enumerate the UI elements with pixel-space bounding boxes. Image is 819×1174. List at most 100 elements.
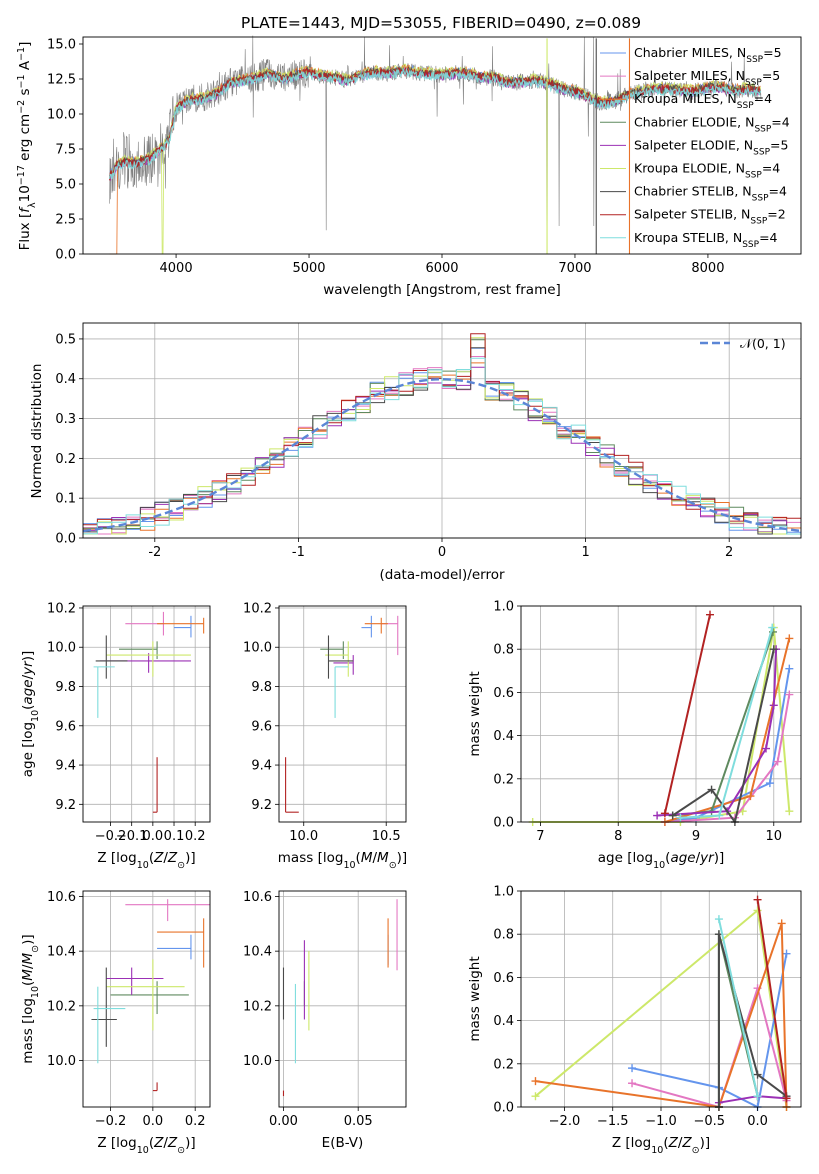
x-tick-label: −0.2 — [95, 1114, 127, 1129]
label-part: log — [20, 722, 36, 743]
weight-line-salp_stelib — [663, 614, 711, 814]
y-tick-label: 1.0 — [493, 885, 514, 900]
label-part: M — [20, 969, 36, 981]
x-tick-label: −0.2 — [95, 829, 127, 844]
legend-label-salp_miles: Salpeter MILES, NSSP=5 — [634, 68, 780, 88]
x-tick-label: 2 — [725, 545, 733, 560]
label-part: ( — [663, 1135, 668, 1151]
x-axis-label: Z [log10(Z/Z⊙)] — [612, 1135, 710, 1156]
label-part: Z — [668, 1135, 679, 1151]
legend-text: Salpeter MILES, N — [634, 68, 745, 83]
label-part: / — [678, 1135, 683, 1151]
y-tick-label: 2.5 — [55, 213, 76, 228]
label-part: ( — [20, 981, 36, 986]
label-part: / — [20, 674, 36, 679]
x-tick-label: 6000 — [425, 261, 458, 276]
x-tick-label: −1.5 — [597, 1114, 629, 1129]
y-tick-label: 0.8 — [493, 928, 514, 943]
y-tick-label: 0.0 — [55, 248, 76, 263]
label-part: 10 — [653, 860, 665, 871]
x-tick-label: 8 — [614, 829, 622, 844]
histogram-krou_stelib — [83, 357, 801, 535]
weight-marker-chab_stelib — [707, 785, 716, 794]
errorbar-point-krou_elodie — [106, 959, 185, 1031]
y-tick-label: 7.5 — [55, 143, 76, 158]
errorbar-point-chab_stelib — [91, 967, 117, 1047]
label-part: )] — [185, 1135, 196, 1151]
label-part: ⊙ — [177, 1145, 185, 1156]
axes-frame — [82, 890, 211, 1108]
x-tick-label: 0 — [438, 545, 446, 560]
y-tick-label: 0.0 — [493, 816, 514, 831]
label-part: / — [696, 850, 701, 866]
errorbar-point-chab_stelib — [327, 635, 354, 679]
errorbar-point-chab_elodie — [320, 641, 344, 660]
x-tick-label: −0.5 — [693, 1114, 725, 1129]
errorbar-point-chab_miles — [157, 934, 192, 960]
y-tick-label: 12.5 — [47, 73, 76, 88]
x-axis-label: wavelength [Angstrom, rest frame] — [323, 282, 561, 298]
legend-sub: SSP — [745, 78, 762, 88]
y-tick-label: 0.4 — [55, 372, 76, 387]
x-axis-label: age [log10(age/yr)] — [598, 850, 725, 871]
y-axis-label: age [log10(age/yr)] — [20, 651, 41, 778]
legend-tail: =5 — [770, 137, 788, 152]
y-tick-label: 10.4 — [47, 945, 76, 960]
legend-sub: SSP — [742, 240, 759, 250]
legend-tail: =4 — [762, 161, 780, 176]
y-tick-label: 9.4 — [55, 759, 76, 774]
errorbar-point-salp_stelib — [285, 757, 299, 813]
label-part: λ — [27, 202, 38, 208]
legend-text: Kroupa ELODIE, N — [634, 161, 745, 176]
label-part: ( — [665, 850, 670, 866]
label-part: mass [ — [20, 1019, 36, 1064]
errorbar-point-krou_stelib — [93, 986, 126, 1064]
label-part: Z — [167, 1135, 178, 1151]
label-part: log — [632, 850, 653, 866]
label-part: 10 — [651, 1145, 663, 1156]
label-part: yr — [699, 850, 715, 866]
legend-tail: =5 — [763, 45, 781, 60]
y-tick-label: 10.2 — [243, 601, 272, 616]
label-part: )] — [700, 1135, 711, 1151]
weight-marker-krou_elodie — [753, 906, 762, 915]
y-tick-label: 10.0 — [47, 108, 76, 123]
y-tick-label: 9.8 — [55, 680, 76, 695]
label-part: )] — [20, 934, 36, 945]
weight-marker-krou_miles — [746, 792, 755, 801]
errorbar-point-chab_elodie — [118, 641, 158, 660]
errorbar-point-salp_miles — [125, 899, 210, 922]
y-tick-label: 10.0 — [243, 641, 272, 656]
weight-marker-salp_stelib — [706, 610, 714, 619]
label-part: ( — [356, 850, 361, 866]
label-part: / — [163, 850, 168, 866]
axes-frame — [278, 605, 407, 823]
weight-marker-salp_miles — [785, 690, 794, 699]
figure-title: PLATE=1443, MJD=53055, FIBERID=0490, z=0… — [241, 14, 641, 32]
legend-text: Salpeter ELODIE, N — [634, 137, 753, 152]
weight-line-salp_elodie — [718, 1095, 787, 1104]
weight-marker-chab_miles — [765, 779, 774, 788]
weight-marker-krou_stelib — [768, 623, 777, 632]
y-tick-label: 9.4 — [251, 759, 272, 774]
x-tick-label: 0.0 — [747, 1114, 768, 1129]
label-part: M — [20, 952, 36, 964]
y-tick-label: 10.0 — [243, 1054, 272, 1069]
x-tick-label: -2 — [148, 545, 161, 560]
weight-marker-krou_stelib — [753, 1092, 762, 1101]
legend-tail: =4 — [754, 91, 772, 106]
y-tick-label: 0.6 — [493, 686, 514, 701]
label-part: Flux [ — [17, 213, 33, 251]
weight-line-krou_miles — [535, 923, 788, 1109]
x-tick-label: 0.1 — [164, 829, 185, 844]
legend-label-normal: 𝒩(0, 1) — [740, 336, 786, 351]
legend-sub: SSP — [753, 147, 770, 157]
label-part: Z [ — [97, 1135, 116, 1151]
label-part: Z — [681, 1135, 692, 1151]
label-part: )] — [185, 850, 196, 866]
weight-marker-krou_stelib — [715, 811, 724, 820]
weight-marker-salp_elodie — [762, 744, 770, 753]
